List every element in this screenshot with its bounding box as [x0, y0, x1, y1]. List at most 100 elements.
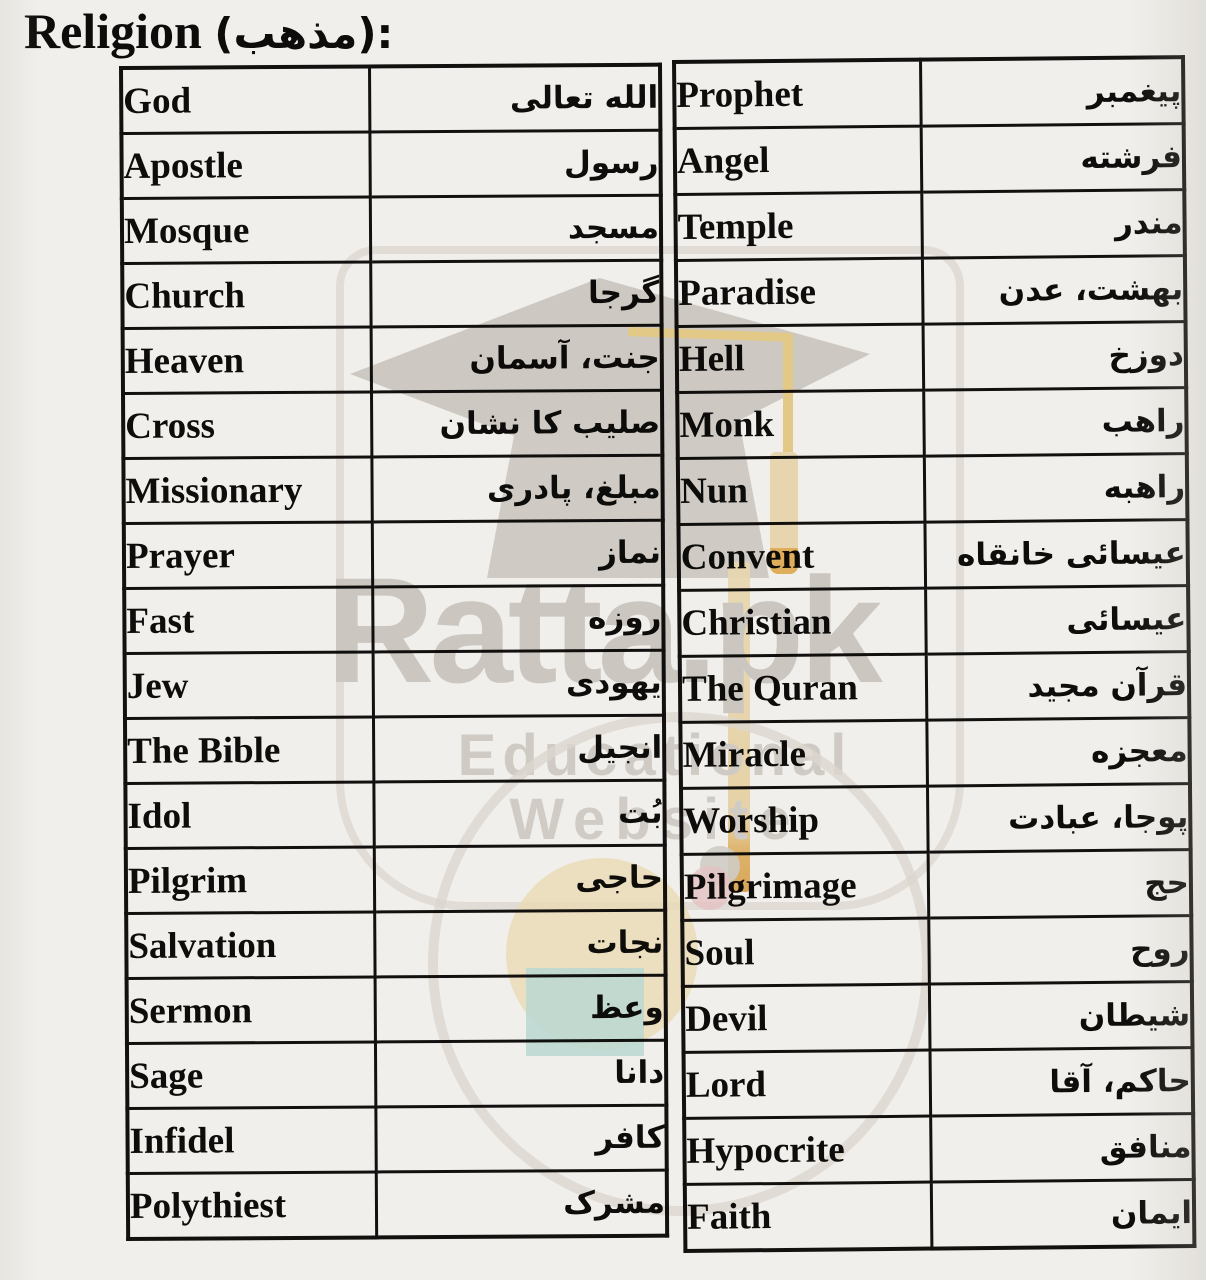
urdu-translation-cell: وعظ [375, 975, 666, 1042]
urdu-translation-cell: حج [928, 849, 1192, 919]
urdu-translation-cell: روزه [372, 585, 664, 652]
english-term-cell: Temple [675, 192, 923, 261]
page-title-english: Religion [24, 3, 202, 59]
table-row: Temple مندر [675, 189, 1185, 261]
english-term-cell: Fast [124, 586, 374, 654]
english-term-cell: Cross [123, 391, 372, 459]
english-term-cell: Soul [682, 918, 930, 987]
english-term-cell: Sermon [126, 976, 376, 1044]
table-row: Lord حاکم، آقا [683, 1047, 1194, 1119]
table-row: Paradise بهشت، عدن [675, 255, 1186, 327]
urdu-translation-cell: معجزه [926, 717, 1190, 787]
urdu-translation-cell: نماز [372, 520, 664, 587]
table-row: Monk راهب [677, 387, 1187, 459]
urdu-translation-cell: کافر [375, 1105, 667, 1172]
urdu-translation-cell: جنت، آسمان [371, 325, 662, 392]
urdu-translation-cell: روح [928, 915, 1192, 985]
english-term-cell: Lord [683, 1050, 931, 1119]
urdu-translation-cell: مبلغ، پادری [371, 455, 663, 522]
english-term-cell: God [121, 66, 370, 134]
urdu-translation-cell: يهودی [373, 650, 664, 717]
table-row: The Bible انجيل [124, 715, 665, 784]
table-row: Apostle رسول [121, 130, 661, 199]
table-row: Cross صليب کا نشان [123, 390, 663, 459]
english-term-cell: Convent [678, 522, 926, 591]
english-term-cell: Pilgrimage [681, 852, 929, 921]
english-term-cell: Salvation [126, 911, 376, 979]
english-term-cell: Miracle [680, 720, 928, 789]
urdu-translation-cell: بُت [373, 780, 665, 847]
table-row: Hypocrite منافق [684, 1113, 1194, 1185]
urdu-translation-cell: راهب [923, 387, 1187, 457]
table-row: God الله تعالى [121, 64, 661, 134]
table-row: Fast روزه [124, 585, 664, 654]
english-term-cell: Hypocrite [684, 1116, 932, 1185]
english-term-cell: The Bible [124, 716, 374, 784]
english-term-cell: Christian [679, 588, 927, 657]
urdu-translation-cell: بهشت، عدن [922, 255, 1186, 325]
table-row: Hell دوزخ [676, 321, 1187, 393]
religion-vocab-table-left: God الله تعالى Apostle رسول Mosque مسجد Church… [119, 62, 670, 1241]
table-row: The Quran قرآن مجيد [679, 651, 1190, 723]
table-row: Pilgrimage حج [681, 849, 1192, 921]
table-row: Soul روح [682, 915, 1192, 987]
table-row: Missionary مبلغ، پادری [123, 455, 663, 524]
english-term-cell: Devil [682, 984, 931, 1053]
urdu-translation-cell: فرشته [921, 123, 1185, 193]
english-term-cell: Idol [125, 781, 375, 849]
table-row: Miracle معجزه [680, 717, 1190, 789]
urdu-translation-cell: شيطان [929, 981, 1193, 1051]
table-row: Infidel کافر [127, 1105, 667, 1174]
table-row: Angel فرشته [674, 123, 1185, 195]
english-term-cell: Paradise [675, 258, 924, 327]
urdu-translation-cell: نجات [374, 910, 666, 977]
table-row: Jew يهودی [124, 650, 664, 719]
english-term-cell: Faith [684, 1182, 932, 1251]
urdu-translation-cell: ايمان [931, 1179, 1195, 1249]
table-row: Christian عيسائی [679, 585, 1189, 657]
english-term-cell: Prayer [123, 521, 373, 589]
english-term-cell: Monk [677, 390, 925, 459]
english-term-cell: Mosque [121, 196, 371, 264]
urdu-translation-cell: پيغمبر [920, 57, 1184, 127]
table-row: Worship پوجا، عبادت [680, 783, 1191, 855]
urdu-translation-cell: راهبه [924, 453, 1188, 523]
urdu-translation-cell: الله تعالى [369, 64, 661, 132]
english-term-cell: Church [122, 261, 372, 329]
urdu-translation-cell: گرجا [370, 260, 662, 327]
table-row: Polythiest مشرک [127, 1170, 668, 1239]
urdu-translation-cell: رسول [369, 130, 661, 197]
english-term-cell: Sage [126, 1041, 376, 1109]
english-term-cell: Jew [124, 651, 374, 719]
table-row: Prophet پيغمبر [674, 57, 1184, 129]
table-row: Idol بُت [125, 780, 665, 849]
english-term-cell: Worship [680, 786, 929, 855]
table-row: Sermon وعظ [126, 975, 666, 1044]
table-row: Salvation نجات [126, 910, 666, 979]
urdu-translation-cell: صليب کا نشان [371, 390, 663, 457]
urdu-translation-cell: مسجد [370, 195, 662, 262]
english-term-cell: Apostle [121, 131, 371, 199]
page-title: Religion (مذهب): [24, 2, 393, 60]
urdu-translation-cell: مشرک [376, 1170, 668, 1238]
english-term-cell: The Quran [679, 654, 927, 723]
urdu-translation-cell: انجيل [373, 715, 665, 782]
table-row: Faith ايمان [684, 1179, 1195, 1251]
table-row: Heaven جنت، آسمان [122, 325, 662, 394]
table-row: Pilgrim حاجی [125, 845, 666, 914]
english-term-cell: Nun [677, 456, 925, 525]
english-term-cell: Hell [676, 324, 924, 393]
urdu-translation-cell: قرآن مجيد [926, 651, 1190, 721]
religion-vocab-table-right: Prophet پيغمبر Angel فرشته Temple مندر Paradis… [672, 55, 1197, 1253]
page-title-urdu: (مذهب): [214, 9, 394, 58]
english-term-cell: Angel [674, 126, 922, 195]
english-term-cell: Prophet [674, 59, 922, 129]
table-row: Nun راهبه [677, 453, 1188, 525]
urdu-translation-cell: دوزخ [923, 321, 1187, 391]
table-row: Mosque مسجد [121, 195, 662, 264]
urdu-translation-cell: عيسائی خانقاه [924, 519, 1189, 589]
english-term-cell: Heaven [122, 326, 372, 394]
urdu-translation-cell: پوجا، عبادت [927, 783, 1191, 853]
table-row: Devil شيطان [682, 981, 1193, 1053]
